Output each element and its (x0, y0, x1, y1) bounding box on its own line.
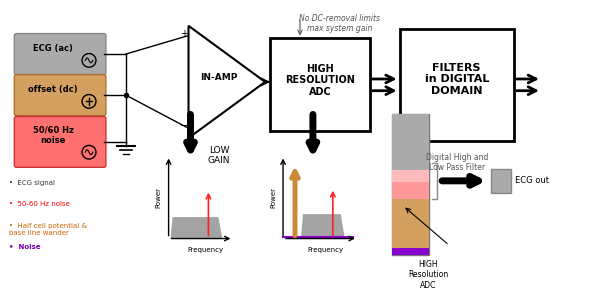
FancyBboxPatch shape (270, 38, 370, 131)
Text: Frequency: Frequency (188, 247, 224, 253)
Text: Power: Power (155, 187, 161, 208)
Text: Digital High and
Low Pass Filter: Digital High and Low Pass Filter (425, 153, 488, 172)
Text: offset (dc): offset (dc) (28, 85, 78, 94)
FancyBboxPatch shape (392, 114, 429, 170)
Polygon shape (171, 217, 222, 238)
FancyBboxPatch shape (392, 181, 429, 198)
Text: FILTERS
in DIGITAL
DOMAIN: FILTERS in DIGITAL DOMAIN (425, 63, 489, 96)
Text: •  Half cell potential &
base line wander: • Half cell potential & base line wander (9, 223, 87, 236)
FancyBboxPatch shape (392, 114, 429, 255)
FancyBboxPatch shape (491, 169, 511, 193)
Text: HIGH
RESOLUTION
ADC: HIGH RESOLUTION ADC (285, 63, 355, 97)
Text: Power: Power (270, 187, 276, 208)
Polygon shape (301, 214, 345, 238)
Text: •  ECG signal: • ECG signal (9, 180, 55, 186)
Text: −: − (180, 121, 189, 131)
Text: •  50-60 Hz noise: • 50-60 Hz noise (9, 201, 70, 207)
Text: No DC-removal limits
max system gain: No DC-removal limits max system gain (299, 14, 380, 33)
Text: Frequency: Frequency (307, 247, 343, 253)
Text: IN-AMP: IN-AMP (200, 72, 238, 82)
Text: ECG (ac): ECG (ac) (33, 44, 73, 53)
Text: LOW
GAIN: LOW GAIN (208, 146, 230, 165)
FancyBboxPatch shape (392, 170, 429, 181)
FancyBboxPatch shape (392, 248, 429, 255)
Text: HIGH
Resolution
ADC: HIGH Resolution ADC (408, 260, 448, 290)
Text: ECG out: ECG out (515, 176, 549, 185)
FancyBboxPatch shape (14, 34, 106, 74)
FancyBboxPatch shape (399, 29, 514, 141)
Text: +: + (180, 29, 188, 39)
Text: •  Noise: • Noise (9, 244, 41, 250)
Text: 50/60 Hz
noise: 50/60 Hz noise (32, 125, 74, 145)
FancyBboxPatch shape (392, 198, 429, 248)
FancyBboxPatch shape (14, 117, 106, 167)
FancyBboxPatch shape (14, 74, 106, 116)
